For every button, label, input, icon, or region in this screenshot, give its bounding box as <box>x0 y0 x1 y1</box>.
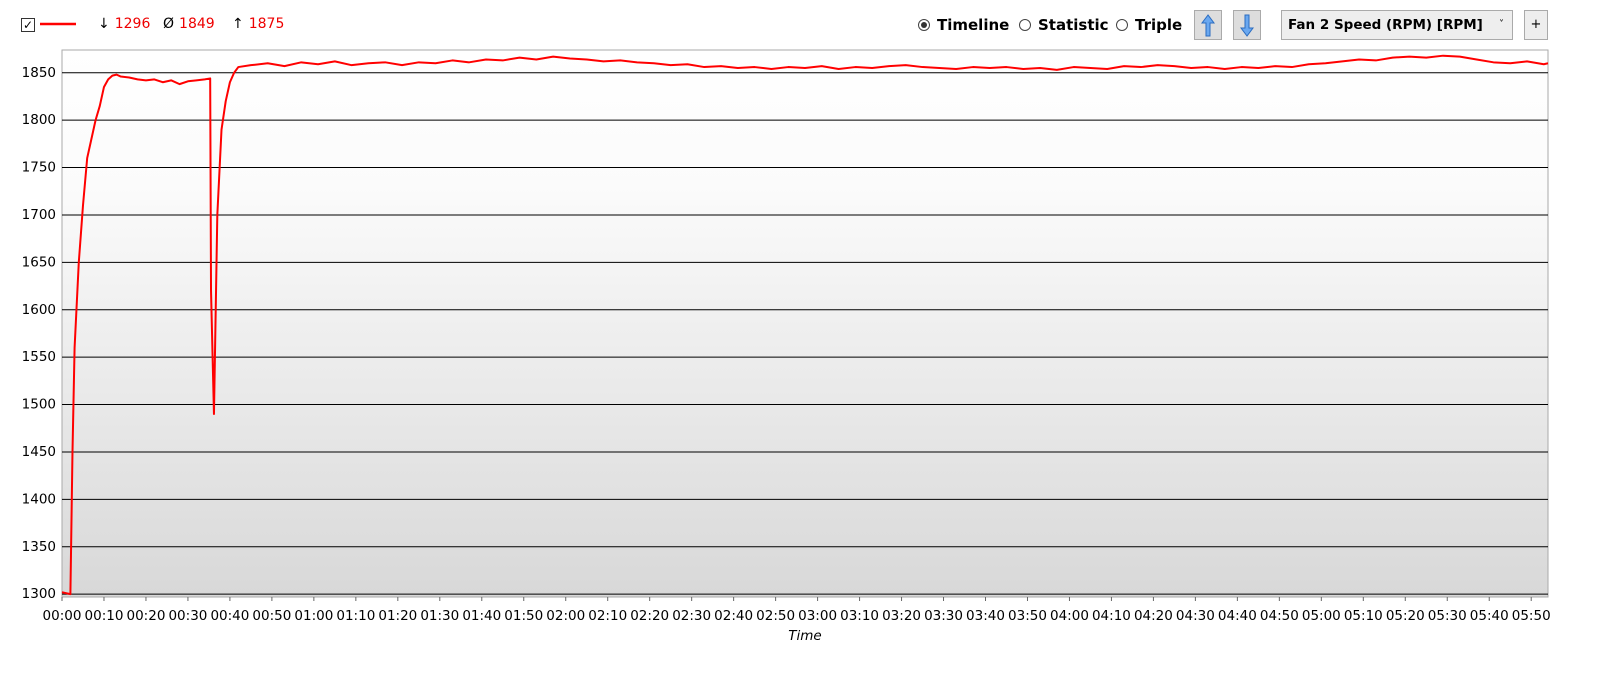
radio[interactable]: Triple <box>1116 16 1182 34</box>
plot-area <box>61 49 1549 598</box>
x-tick-label: 00:30 <box>168 608 207 624</box>
x-tick-label: 04:00 <box>1050 608 1089 624</box>
x-tick-label: 02:10 <box>588 608 627 624</box>
x-tick-label: 02:00 <box>546 608 585 624</box>
stat: Ø 1849 <box>163 16 215 32</box>
x-tick-label: 03:30 <box>924 608 963 624</box>
x-tick-label: 05:40 <box>1470 608 1509 624</box>
stat-value: 1296 <box>114 16 151 32</box>
x-tick-label: 04:10 <box>1092 608 1131 624</box>
x-tick-label: 00:50 <box>252 608 291 624</box>
stat-symbol: ↑ <box>232 16 244 32</box>
x-tick-label: 01:50 <box>504 608 543 624</box>
move-down-button[interactable] <box>1233 10 1261 40</box>
radio-label: Triple <box>1135 16 1183 34</box>
y-tick-label: 1700 <box>22 207 56 223</box>
x-tick-label: 00:10 <box>85 608 124 624</box>
x-tick-label: 03:00 <box>798 608 837 624</box>
radio-dot <box>1116 19 1128 31</box>
radio-dot <box>918 19 930 31</box>
y-tick-label: 1400 <box>22 491 56 507</box>
stat-value: 1849 <box>179 16 215 32</box>
x-tick-label: 05:50 <box>1512 608 1551 624</box>
y-tick-label: 1650 <box>22 254 56 270</box>
x-tick-label: 02:50 <box>756 608 795 624</box>
series-line <box>61 54 1549 596</box>
sensor-dropdown[interactable]: Fan 2 Speed (RPM) [RPM] ˅ <box>1281 10 1513 40</box>
radio-label: Statistic <box>1038 16 1109 34</box>
stat: ↑ 1875 <box>232 16 284 32</box>
checkbox[interactable]: ✓ <box>21 18 35 32</box>
x-tick-label: 00:40 <box>210 608 249 624</box>
radio-dot <box>1019 19 1031 31</box>
x-tick-label: 01:10 <box>336 608 375 624</box>
y-tick-label: 1850 <box>22 65 56 81</box>
x-tick-label: 02:30 <box>672 608 711 624</box>
move-up-button[interactable] <box>1194 10 1222 40</box>
x-tick-label: 04:20 <box>1134 608 1173 624</box>
x-tick-label: 00:20 <box>127 608 166 624</box>
radio[interactable]: Statistic <box>1019 16 1109 34</box>
x-tick-label: 04:40 <box>1218 608 1257 624</box>
x-tick-label: 03:10 <box>840 608 879 624</box>
y-tick-label: 1450 <box>22 444 56 460</box>
y-tick-label: 1300 <box>22 586 56 602</box>
x-axis-label: Time <box>788 628 821 644</box>
add-button[interactable]: + <box>1524 10 1548 40</box>
x-tick-label: 02:40 <box>714 608 753 624</box>
x-tick-label: 01:20 <box>378 608 417 624</box>
x-tick-label: 05:00 <box>1302 608 1341 624</box>
x-tick-label: 05:20 <box>1386 608 1425 624</box>
x-tick-label: 01:00 <box>294 608 333 624</box>
stat-symbol: Ø <box>163 16 175 32</box>
x-tick-label: 05:30 <box>1428 608 1467 624</box>
legend-swatch <box>40 22 76 26</box>
y-tick-label: 1350 <box>22 539 56 555</box>
x-tick-label: 03:50 <box>1008 608 1047 624</box>
x-tick-label: 05:10 <box>1344 608 1383 624</box>
y-tick-label: 1800 <box>22 112 56 128</box>
x-tick-label: 04:50 <box>1260 608 1299 624</box>
x-tick-label: 01:30 <box>420 608 459 624</box>
stat-value: 1875 <box>248 16 285 32</box>
x-tick-label: 00:00 <box>43 608 82 624</box>
x-tick-label: 04:30 <box>1176 608 1215 624</box>
radio[interactable]: Timeline <box>918 16 1009 34</box>
stat: ↓ 1296 <box>98 16 150 32</box>
y-tick-label: 1600 <box>22 302 56 318</box>
x-tick-label: 02:20 <box>630 608 669 624</box>
stat-symbol: ↓ <box>98 16 110 32</box>
x-tick-label: 01:40 <box>462 608 501 624</box>
radio-label: Timeline <box>937 16 1010 34</box>
dropdown-text: Fan 2 Speed (RPM) [RPM] <box>1288 17 1483 33</box>
y-tick-label: 1550 <box>22 349 56 365</box>
y-tick-label: 1500 <box>22 397 56 413</box>
x-tick-label: 03:20 <box>882 608 921 624</box>
y-tick-label: 1750 <box>22 160 56 176</box>
x-tick-label: 03:40 <box>966 608 1005 624</box>
